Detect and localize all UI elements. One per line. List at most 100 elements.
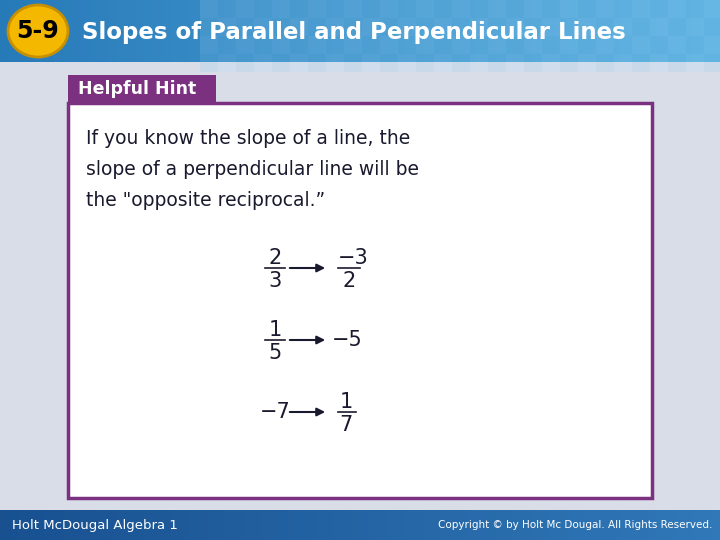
Bar [272, 0, 290, 18]
Bar [180, 0, 189, 62]
Bar [54, 510, 63, 540]
Bar [234, 0, 243, 62]
Bar [200, 0, 218, 18]
Bar [506, 0, 524, 18]
Bar [684, 0, 693, 62]
Bar [650, 0, 668, 18]
Bar [351, 0, 360, 62]
Bar [252, 510, 261, 540]
Bar [236, 36, 254, 54]
Text: 3: 3 [269, 271, 282, 291]
Bar [594, 0, 603, 62]
Bar [488, 18, 506, 36]
Bar [632, 0, 650, 18]
Bar [326, 0, 344, 18]
Text: Copyright © by Holt Mc Dougal. All Rights Reserved.: Copyright © by Holt Mc Dougal. All Right… [438, 520, 712, 530]
Bar [540, 510, 549, 540]
Bar [306, 0, 315, 62]
Bar [560, 0, 578, 18]
Bar [504, 510, 513, 540]
Bar [693, 0, 702, 62]
Bar [585, 0, 594, 62]
Bar [72, 0, 81, 62]
Bar [380, 36, 398, 54]
Bar [441, 510, 450, 540]
Bar [506, 18, 524, 36]
Bar [459, 510, 468, 540]
Bar [326, 36, 344, 54]
Bar [668, 54, 686, 72]
Bar [18, 0, 27, 62]
Bar [576, 0, 585, 62]
Bar [711, 0, 720, 62]
Bar [171, 0, 180, 62]
Bar [603, 0, 612, 62]
Bar [612, 510, 621, 540]
Bar [396, 510, 405, 540]
Bar [567, 510, 576, 540]
Bar [254, 54, 272, 72]
Bar [648, 510, 657, 540]
Bar [531, 510, 540, 540]
Bar [596, 54, 614, 72]
Bar [254, 18, 272, 36]
Bar [200, 54, 218, 72]
Bar [650, 54, 668, 72]
Bar [416, 54, 434, 72]
Bar [189, 510, 198, 540]
Bar [414, 0, 423, 62]
Bar [542, 54, 560, 72]
Bar [522, 0, 531, 62]
Bar [225, 510, 234, 540]
Bar [218, 54, 236, 72]
Bar [342, 0, 351, 62]
Text: 5-9: 5-9 [17, 19, 59, 43]
Bar [90, 510, 99, 540]
Bar [378, 0, 387, 62]
Bar [549, 0, 558, 62]
Bar [45, 0, 54, 62]
Bar [360, 510, 369, 540]
Bar [477, 510, 486, 540]
Bar [162, 510, 171, 540]
Bar [290, 18, 308, 36]
Text: the "opposite reciprocal.”: the "opposite reciprocal.” [86, 191, 325, 210]
Bar [270, 510, 279, 540]
Bar [236, 54, 254, 72]
Bar [9, 0, 18, 62]
Bar [0, 0, 9, 62]
Bar [468, 510, 477, 540]
Bar [704, 36, 720, 54]
Bar [27, 0, 36, 62]
Bar [614, 36, 632, 54]
Bar [470, 18, 488, 36]
Bar [243, 510, 252, 540]
Bar [171, 510, 180, 540]
Bar [578, 0, 596, 18]
Bar [524, 0, 542, 18]
Bar [704, 54, 720, 72]
Bar [45, 510, 54, 540]
Bar [108, 0, 117, 62]
Bar [405, 0, 414, 62]
Bar [585, 510, 594, 540]
Bar [380, 0, 398, 18]
Bar [650, 36, 668, 54]
Bar [198, 510, 207, 540]
Bar [686, 36, 704, 54]
Bar [711, 510, 720, 540]
Text: −7: −7 [260, 402, 290, 422]
Text: 7: 7 [339, 415, 353, 435]
Bar [180, 510, 189, 540]
Bar [452, 36, 470, 54]
Bar [308, 36, 326, 54]
Bar [207, 0, 216, 62]
Bar [261, 0, 270, 62]
Bar [36, 510, 45, 540]
Bar [117, 510, 126, 540]
Bar [524, 18, 542, 36]
Bar [666, 0, 675, 62]
Bar [198, 0, 207, 62]
Bar [68, 75, 216, 103]
Bar [452, 0, 470, 18]
